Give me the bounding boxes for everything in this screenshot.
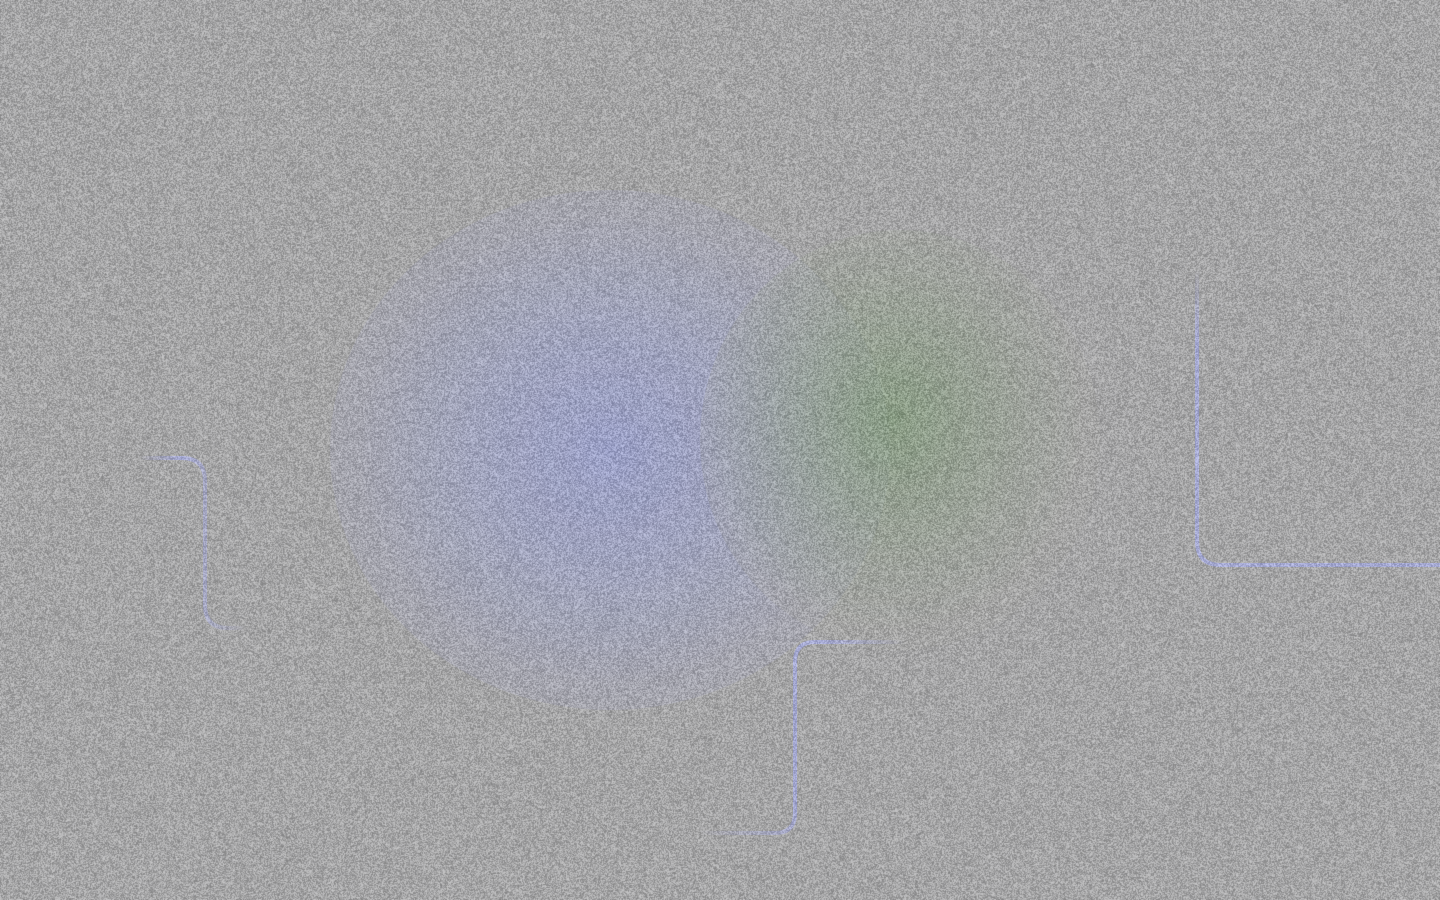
grain-overlay xyxy=(0,0,1440,900)
background-canvas xyxy=(0,0,1440,900)
